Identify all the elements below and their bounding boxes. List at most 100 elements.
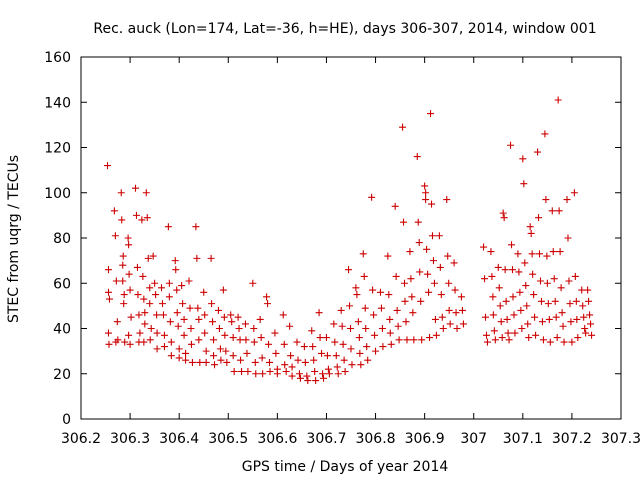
- data-point: [509, 266, 517, 274]
- data-point: [494, 263, 502, 271]
- data-point: [311, 367, 319, 375]
- data-point: [445, 306, 453, 314]
- data-point: [209, 318, 217, 326]
- data-point: [281, 361, 289, 369]
- data-point: [153, 311, 161, 319]
- data-point: [320, 374, 328, 382]
- data-point: [214, 306, 222, 314]
- data-point: [451, 286, 459, 294]
- data-point: [378, 325, 386, 332]
- data-point: [174, 322, 182, 330]
- y-tick-label: 80: [53, 231, 71, 247]
- data-point: [369, 286, 377, 294]
- data-point: [399, 123, 407, 131]
- data-point: [413, 153, 421, 161]
- data-point: [363, 343, 371, 351]
- data-point: [288, 372, 296, 380]
- data-point: [525, 334, 533, 342]
- data-point: [385, 291, 393, 299]
- data-point: [220, 313, 228, 321]
- data-point: [543, 252, 551, 260]
- data-point: [523, 302, 531, 310]
- data-point: [435, 232, 443, 240]
- data-point: [364, 356, 372, 364]
- data-point: [555, 207, 563, 215]
- data-point: [127, 313, 135, 321]
- data-point: [392, 272, 400, 280]
- data-point: [149, 252, 157, 260]
- data-point: [153, 329, 161, 337]
- data-point: [539, 336, 547, 344]
- data-point: [481, 275, 489, 283]
- data-point: [427, 110, 435, 118]
- data-point: [402, 318, 410, 326]
- data-point: [551, 297, 559, 305]
- data-point: [425, 288, 433, 296]
- data-point: [265, 340, 273, 348]
- data-point: [188, 358, 196, 366]
- data-point: [215, 325, 223, 332]
- data-point: [348, 361, 356, 369]
- data-point: [450, 259, 458, 267]
- data-point: [432, 331, 440, 339]
- data-point: [416, 268, 424, 276]
- data-point: [132, 211, 140, 219]
- data-point: [119, 261, 127, 269]
- data-point: [301, 358, 309, 366]
- data-point: [229, 352, 237, 360]
- data-point: [578, 286, 586, 294]
- data-point: [192, 223, 200, 231]
- data-point: [444, 252, 452, 260]
- data-point: [136, 329, 144, 337]
- data-point: [514, 250, 522, 258]
- x-tick-label: 306.8: [355, 431, 395, 447]
- data-point: [165, 279, 173, 287]
- data-point: [347, 325, 355, 332]
- data-point: [322, 334, 330, 342]
- data-point: [167, 352, 175, 360]
- data-point: [182, 356, 190, 364]
- data-point: [105, 340, 113, 348]
- data-point: [104, 266, 112, 274]
- data-point: [568, 338, 576, 346]
- data-point: [111, 232, 119, 240]
- data-point: [401, 297, 409, 305]
- data-point: [146, 336, 154, 344]
- data-point: [300, 343, 308, 351]
- data-point: [140, 295, 148, 303]
- data-point: [312, 377, 320, 385]
- data-point: [549, 248, 557, 256]
- y-tick-label: 120: [44, 141, 71, 157]
- data-point: [144, 254, 152, 262]
- data-point: [521, 259, 529, 267]
- data-point: [258, 354, 266, 362]
- data-point: [216, 345, 224, 353]
- data-point: [573, 315, 581, 323]
- data-point: [147, 325, 155, 332]
- data-point: [230, 367, 238, 375]
- data-point: [570, 189, 578, 197]
- data-point: [542, 196, 550, 204]
- x-tick-label: 306.9: [405, 431, 445, 447]
- data-point: [194, 304, 202, 312]
- data-point: [182, 349, 190, 357]
- data-point: [195, 315, 203, 323]
- data-point: [408, 293, 416, 301]
- data-point: [417, 297, 425, 305]
- data-point: [530, 291, 538, 299]
- data-point: [582, 329, 590, 337]
- data-point: [238, 367, 246, 375]
- data-point: [222, 347, 230, 355]
- data-point: [503, 315, 511, 323]
- data-point: [125, 331, 133, 339]
- data-point: [566, 300, 574, 308]
- data-point: [152, 291, 160, 299]
- data-point: [429, 257, 437, 265]
- data-point: [407, 275, 415, 283]
- data-point: [424, 270, 432, 278]
- data-point: [459, 320, 467, 328]
- data-point: [502, 297, 510, 305]
- data-point: [164, 223, 172, 231]
- data-point: [319, 370, 327, 378]
- data-point: [550, 275, 558, 283]
